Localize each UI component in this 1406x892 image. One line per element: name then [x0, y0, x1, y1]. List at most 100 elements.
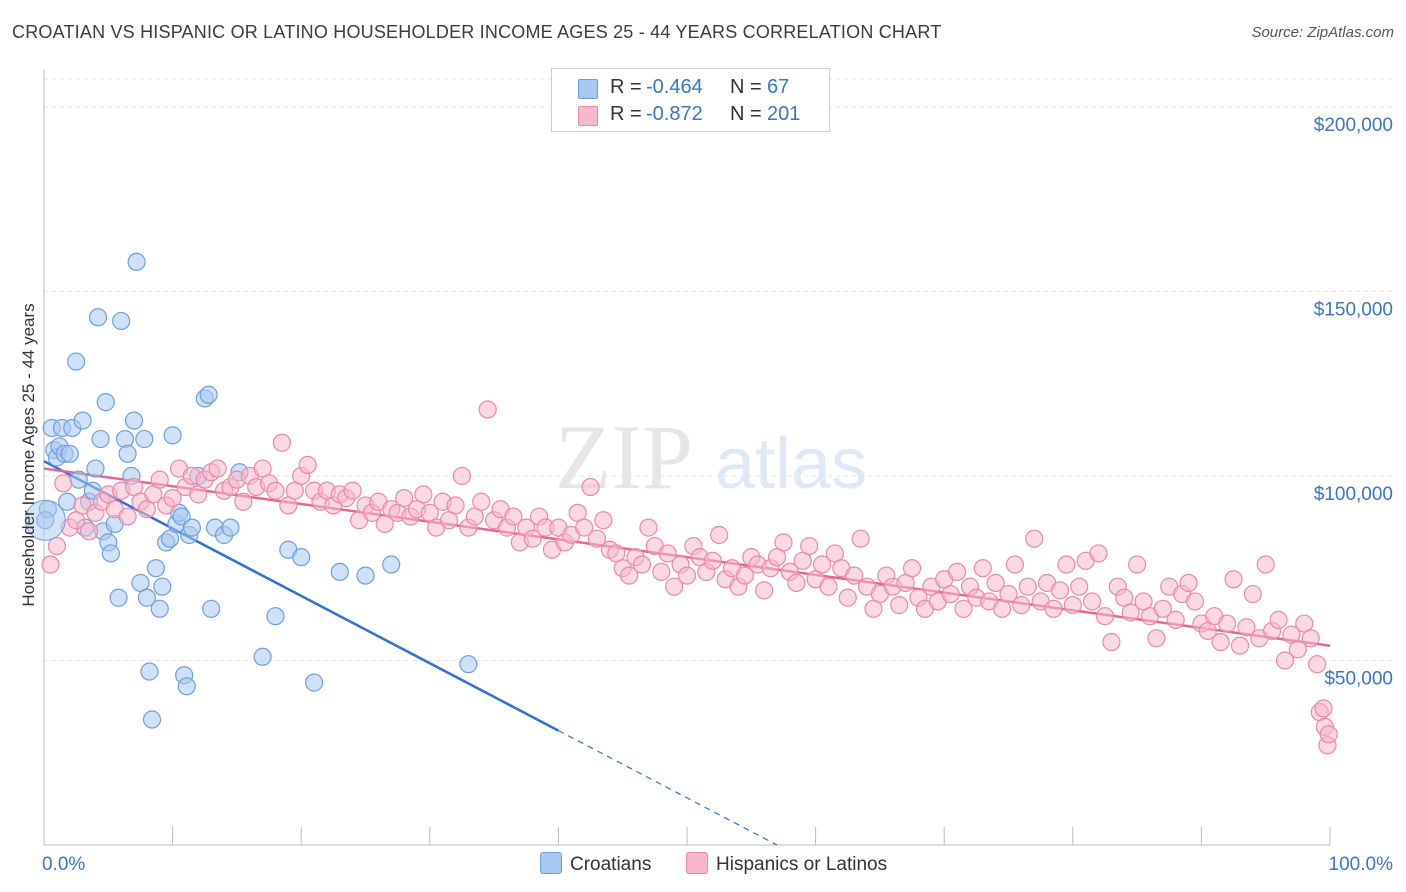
- data-point: [1185, 592, 1205, 611]
- data-point: [101, 544, 120, 563]
- data-point: [394, 488, 414, 508]
- data-point: [137, 588, 156, 607]
- data-point: [1230, 636, 1250, 655]
- x-tick-label-max: 100.0%: [1329, 854, 1394, 875]
- data-point: [1256, 555, 1275, 574]
- data-point: [812, 555, 832, 574]
- data-point: [774, 533, 793, 552]
- data-point: [163, 426, 182, 445]
- data-point: [459, 655, 478, 674]
- stats-legend: R = -0.464 N = 67 R = -0.872 N = 201: [551, 68, 830, 132]
- data-point: [1025, 529, 1044, 548]
- y-tick-label: $150,000: [1314, 299, 1393, 320]
- legend-r-value: -0.464: [646, 76, 703, 98]
- data-point: [96, 393, 115, 412]
- data-point: [54, 474, 73, 493]
- data-point: [1237, 618, 1256, 637]
- data-point: [1211, 632, 1230, 652]
- data-point: [1089, 544, 1108, 563]
- data-point: [1050, 581, 1070, 600]
- data-point: [1319, 725, 1338, 744]
- data-point: [91, 429, 110, 449]
- data-point: [800, 536, 819, 556]
- data-point: [79, 522, 99, 541]
- data-point: [47, 536, 66, 556]
- data-point: [851, 529, 870, 548]
- data-point: [142, 710, 162, 729]
- data-point: [1275, 651, 1295, 670]
- data-point: [86, 459, 105, 478]
- y-axis-label: Householder Income Ages 25 - 44 years: [19, 303, 38, 606]
- data-point: [112, 311, 131, 331]
- trend-lines: [43, 460, 1331, 846]
- data-point: [1314, 699, 1333, 718]
- data-point: [266, 481, 285, 500]
- data-point: [127, 252, 146, 272]
- data-point: [523, 529, 542, 548]
- data-point: [330, 562, 349, 582]
- data-point: [954, 599, 973, 618]
- data-point: [452, 466, 472, 486]
- data-point: [446, 496, 465, 515]
- data-point: [845, 566, 864, 585]
- y-tick-label: $50,000: [1324, 668, 1393, 689]
- data-point: [343, 481, 362, 500]
- data-point: [594, 511, 613, 530]
- data-point: [902, 559, 922, 578]
- legend-r-label: R =: [610, 76, 642, 98]
- data-point: [41, 555, 60, 574]
- axes: [43, 70, 1331, 846]
- source-label: Source: ZipAtlas.com: [1251, 24, 1394, 41]
- data-point: [986, 573, 1005, 593]
- data-point: [298, 455, 317, 474]
- data-point: [69, 470, 88, 489]
- data-point: [735, 566, 754, 585]
- data-point: [202, 599, 221, 618]
- bottom-swatch-hispanics: [686, 852, 708, 874]
- data-point: [153, 577, 172, 596]
- chart-title: CROATIAN VS HISPANIC OR LATINO HOUSEHOLD…: [12, 22, 942, 42]
- data-point: [177, 677, 196, 696]
- data-point: [632, 555, 652, 574]
- data-point: [304, 673, 324, 692]
- series-hispanics: [41, 400, 1338, 755]
- data-point: [478, 400, 497, 419]
- data-point: [208, 459, 227, 478]
- trend-line-hispanics: [43, 467, 1331, 647]
- data-point: [1012, 596, 1031, 615]
- y-tick-label: $100,000: [1314, 484, 1393, 505]
- data-point: [1127, 555, 1147, 574]
- bottom-legend-croatians: Croatians: [540, 852, 651, 876]
- data-point: [1308, 655, 1327, 674]
- data-point: [266, 607, 285, 626]
- data-point: [73, 411, 92, 430]
- bottom-swatch-croatians: [540, 852, 562, 874]
- data-point: [575, 518, 594, 537]
- data-point: [221, 518, 240, 537]
- data-point: [253, 647, 272, 666]
- data-point: [1243, 584, 1262, 604]
- data-point: [665, 577, 684, 596]
- bottom-legend-label: Croatians: [570, 854, 652, 875]
- trend-extension-croatians: [558, 730, 778, 846]
- legend-r-label: R =: [610, 103, 642, 125]
- data-point: [1044, 599, 1063, 618]
- data-point: [658, 544, 677, 563]
- data-point: [150, 470, 169, 489]
- data-point: [60, 444, 79, 463]
- data-point: [819, 577, 838, 596]
- data-point: [356, 566, 375, 585]
- data-point: [1288, 640, 1307, 659]
- legend-n-value: 67: [767, 76, 790, 98]
- data-point: [182, 518, 201, 537]
- data-point: [1179, 573, 1198, 593]
- bottom-legend-hispanics: Hispanics or Latinos: [686, 852, 887, 876]
- data-point: [1082, 592, 1102, 611]
- data-point: [163, 488, 182, 508]
- data-point: [118, 444, 137, 463]
- data-point: [199, 385, 218, 404]
- data-point: [890, 596, 909, 615]
- data-point: [620, 566, 639, 585]
- data-point: [755, 581, 774, 600]
- data-point: [115, 429, 135, 449]
